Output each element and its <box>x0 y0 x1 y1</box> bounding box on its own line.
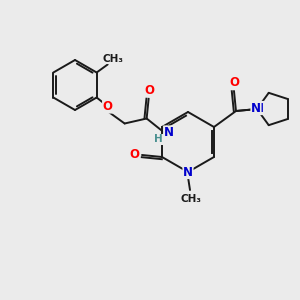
Text: N: N <box>164 126 174 139</box>
Text: N: N <box>183 166 193 178</box>
Text: O: O <box>145 84 155 97</box>
Text: O: O <box>229 76 239 88</box>
Text: CH₃: CH₃ <box>102 53 123 64</box>
Text: N: N <box>254 101 264 115</box>
Text: CH₃: CH₃ <box>181 194 202 204</box>
Text: O: O <box>129 148 139 161</box>
Text: H: H <box>154 134 163 145</box>
Text: N: N <box>251 101 261 115</box>
Text: O: O <box>103 100 113 113</box>
